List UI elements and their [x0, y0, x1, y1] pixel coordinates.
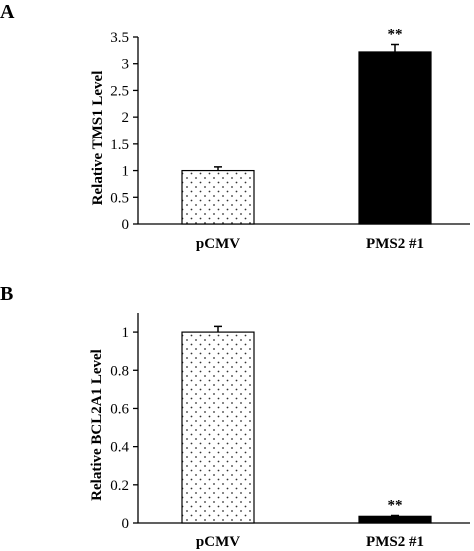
- panel-a-chart: A Relative TMS1 Level 0 0.5 1 1.5 2 2.5 3 3.5 pC…: [0, 1, 470, 252]
- panel-b-bar-0: [181, 331, 255, 524]
- panel-a-significance-label: **: [388, 26, 403, 42]
- panel-a-y-tick-label: 0: [122, 217, 130, 233]
- panel-b-bar-1: [358, 515, 432, 524]
- panel-b-y-tick-label: 0.2: [110, 478, 129, 494]
- panel-b-y-axis-title: Relative BCL2A1 Level: [89, 349, 105, 501]
- panel-b-y-tick-label: 0.6: [110, 401, 129, 417]
- panel-a-y-tick-label: 1: [122, 164, 130, 180]
- panel-b-category-label-1: PMS2 #1: [366, 534, 424, 550]
- panel-a-y-tick-label: 3.5: [110, 30, 129, 46]
- panel-a-label: A: [0, 1, 15, 23]
- panel-b-category-label-0: pCMV: [196, 534, 240, 550]
- panel-b-error-bar-0: [214, 325, 222, 333]
- panel-a-y-tick-label: 0.5: [110, 190, 129, 206]
- panel-a-bar-1: [358, 51, 432, 225]
- panel-b-chart: B Relative BCL2A1 Level 0 0.2 0.4 0.6 0.8 1 pC…: [0, 283, 470, 550]
- panel-b-label: B: [0, 283, 13, 305]
- panel-b-y-tick-label: 1: [122, 325, 130, 341]
- panel-a-category-label-0: pCMV: [196, 236, 240, 252]
- panel-a-bar-0: [181, 169, 255, 225]
- panel-b-error-bar-1: [391, 514, 399, 517]
- panel-b-y-tick-label: 0.4: [110, 440, 129, 456]
- panel-a-y-tick-label: 1.5: [110, 137, 129, 153]
- panel-a-y-tick-label: 3: [122, 57, 130, 73]
- panel-a-y-axis-title: Relative TMS1 Level: [90, 71, 106, 206]
- panel-b-y-tick-label: 0.8: [110, 363, 129, 379]
- panel-a-y-tick-label: 2: [122, 110, 130, 126]
- panel-b-y-tick-label: 0: [122, 516, 130, 532]
- panel-a-category-label-1: PMS2 #1: [366, 236, 424, 252]
- panel-a-y-tick-label: 2.5: [110, 83, 129, 99]
- panel-b-significance-label: **: [388, 498, 403, 514]
- panel-a-error-bar-0: [214, 166, 222, 171]
- panel-a-error-bar-1: [391, 43, 399, 52]
